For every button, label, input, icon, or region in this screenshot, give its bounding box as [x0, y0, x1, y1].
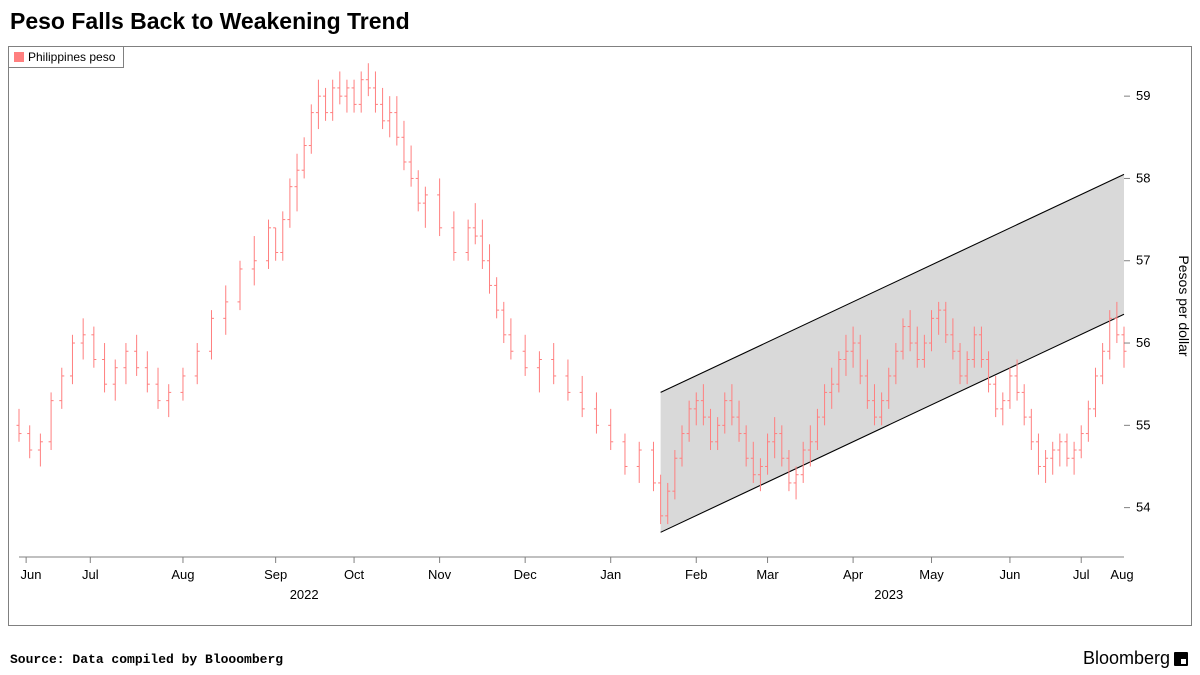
chart-title: Peso Falls Back to Weakening Trend — [10, 8, 410, 35]
svg-text:57: 57 — [1136, 253, 1150, 268]
svg-text:Sep: Sep — [264, 567, 287, 582]
svg-text:Apr: Apr — [843, 567, 864, 582]
svg-text:Mar: Mar — [756, 567, 779, 582]
svg-text:58: 58 — [1136, 170, 1150, 185]
svg-text:Aug: Aug — [1110, 567, 1133, 582]
svg-text:Pesos per dollar: Pesos per dollar — [1176, 255, 1192, 357]
svg-text:Aug: Aug — [171, 567, 194, 582]
chart-svg: 54 55 56 57 58 59 Pesos per dollar Jun Jul Aug Sep… — [9, 47, 1193, 627]
source-text: Source: Data compiled by Blooomberg — [10, 652, 283, 667]
svg-text:2023: 2023 — [874, 587, 903, 602]
svg-text:Jan: Jan — [600, 567, 621, 582]
svg-text:56: 56 — [1136, 335, 1150, 350]
brand: Bloomberg — [1083, 648, 1188, 669]
svg-text:Feb: Feb — [685, 567, 707, 582]
svg-text:Jul: Jul — [82, 567, 99, 582]
svg-text:Jun: Jun — [21, 567, 42, 582]
svg-text:Nov: Nov — [428, 567, 452, 582]
legend-label: Philippines peso — [28, 50, 115, 64]
svg-text:59: 59 — [1136, 88, 1150, 103]
svg-text:2022: 2022 — [290, 587, 319, 602]
svg-text:Oct: Oct — [344, 567, 365, 582]
chart-container: Philippines peso 54 55 56 57 58 59 Pesos per d… — [8, 46, 1192, 626]
legend-swatch — [14, 52, 24, 62]
brand-icon — [1174, 652, 1188, 666]
svg-text:54: 54 — [1136, 500, 1150, 515]
svg-text:Jun: Jun — [999, 567, 1020, 582]
svg-text:55: 55 — [1136, 417, 1150, 432]
svg-text:Dec: Dec — [514, 567, 538, 582]
brand-label: Bloomberg — [1083, 648, 1170, 669]
svg-text:May: May — [919, 567, 944, 582]
legend: Philippines peso — [9, 47, 124, 68]
svg-text:Jul: Jul — [1073, 567, 1090, 582]
